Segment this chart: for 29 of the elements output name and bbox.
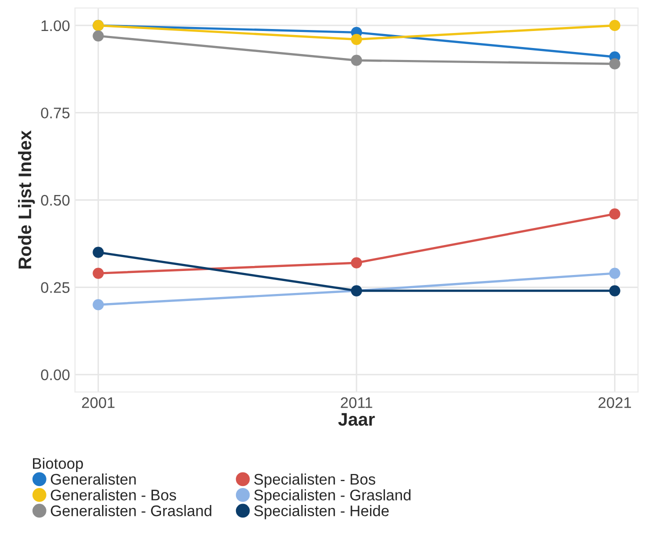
point	[92, 268, 104, 279]
legend-title: Biotoop	[33, 458, 83, 472]
x-tick-label: 2001	[82, 397, 114, 408]
y-tick-label: 0.25	[41, 282, 70, 293]
x-tick-label: 2011	[340, 397, 372, 408]
point	[350, 54, 362, 66]
y-tick-label: 0.50	[41, 194, 70, 206]
point	[92, 30, 104, 42]
legend-label: Generalisten - Grasland	[50, 505, 212, 516]
legend-label: Specialisten - Heide	[254, 505, 389, 520]
point	[92, 299, 104, 310]
y-tick-label: 0.00	[41, 369, 70, 380]
point	[609, 268, 620, 279]
point	[609, 208, 620, 220]
x-axis-title: Jaar	[338, 413, 375, 426]
point	[350, 34, 362, 45]
point	[609, 58, 620, 70]
legend-label: Specialisten - Bos	[254, 473, 376, 488]
legend-label: Generalisten - Bos	[50, 489, 176, 500]
point	[609, 20, 620, 32]
legend-label: Specialisten - Grasland	[254, 489, 410, 504]
point	[92, 246, 104, 258]
y-tick-label: 1.00	[42, 20, 70, 32]
point	[350, 257, 362, 268]
legend-label: Generalisten	[50, 473, 136, 485]
point	[609, 285, 620, 296]
y-axis-title: Rode Lijst Index	[18, 130, 35, 269]
y-tick-label: 0.75	[41, 108, 70, 118]
x-tick-label: 2021	[598, 397, 632, 408]
